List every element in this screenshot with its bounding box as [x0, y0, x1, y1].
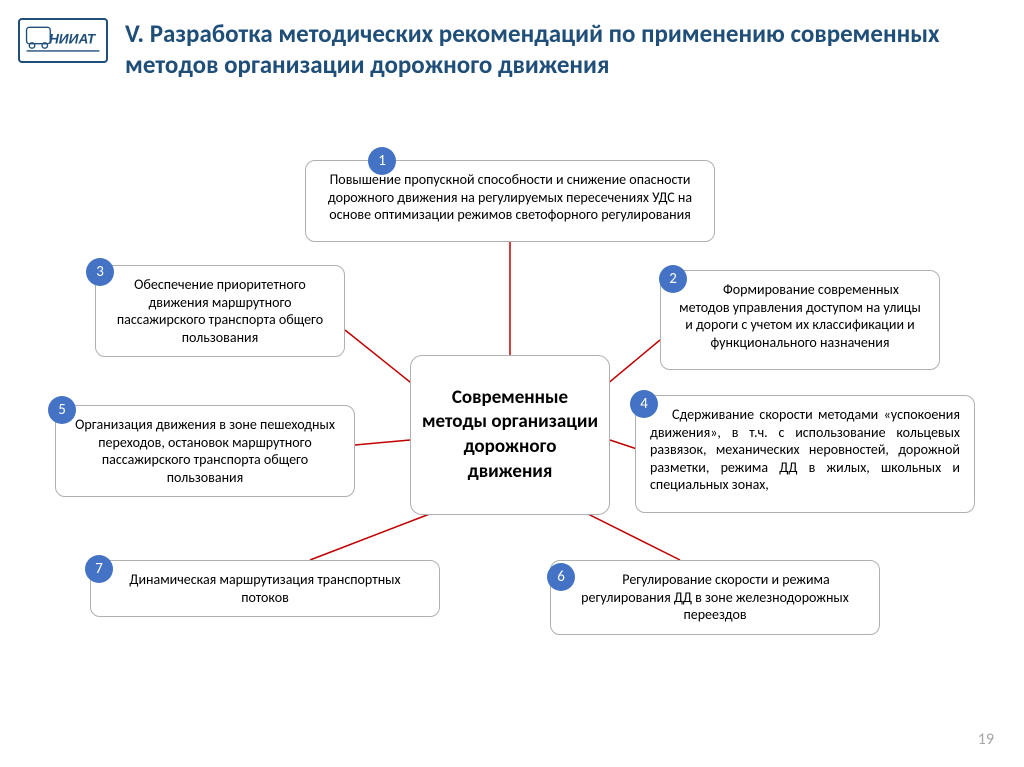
node-1: 1Повышение пропускной способности и сниж…: [305, 160, 715, 242]
node-3: 3Обеспечение приоритетного движения марш…: [95, 265, 345, 357]
badge-3: 3: [86, 258, 114, 286]
badge-5: 5: [48, 396, 76, 424]
badge-4: 4: [630, 390, 658, 418]
badge-6: 6: [547, 563, 575, 591]
node-text-5: Организация движения в зоне пешеходных п…: [70, 416, 340, 486]
badge-7: 7: [85, 555, 113, 583]
node-2: 2Формирование современных методов управл…: [660, 270, 940, 370]
svg-text:НИИАТ: НИИАТ: [49, 32, 97, 47]
node-text-6: Регулирование скорости и режима регулиро…: [565, 571, 865, 624]
node-4: 4Сдерживание скорости методами «успокоен…: [635, 395, 975, 513]
page-title: V. Разработка методических рекомендаций …: [125, 18, 984, 81]
center-node: Современные методы организации дорожного…: [410, 355, 610, 515]
node-text-2: Формирование современных методов управле…: [675, 281, 925, 351]
badge-1: 1: [368, 147, 396, 175]
node-text-7: Динамическая маршрутизация транспортных …: [105, 571, 425, 606]
node-7: 7Динамическая маршрутизация транспортных…: [90, 560, 440, 617]
node-5: 5Организация движения в зоне пешеходных …: [55, 405, 355, 497]
diagram-container: Современные методы организации дорожного…: [0, 130, 1024, 730]
page-number: 19: [978, 730, 994, 749]
node-text-3: Обеспечение приоритетного движения маршр…: [110, 276, 330, 346]
node-text-1: Повышение пропускной способности и сниже…: [320, 171, 700, 224]
logo: НИИАТ: [18, 18, 108, 63]
node-6: 6Регулирование скорости и режима регулир…: [550, 560, 880, 635]
badge-2: 2: [659, 265, 687, 293]
node-text-4: Сдерживание скорости методами «успокоени…: [650, 406, 960, 494]
